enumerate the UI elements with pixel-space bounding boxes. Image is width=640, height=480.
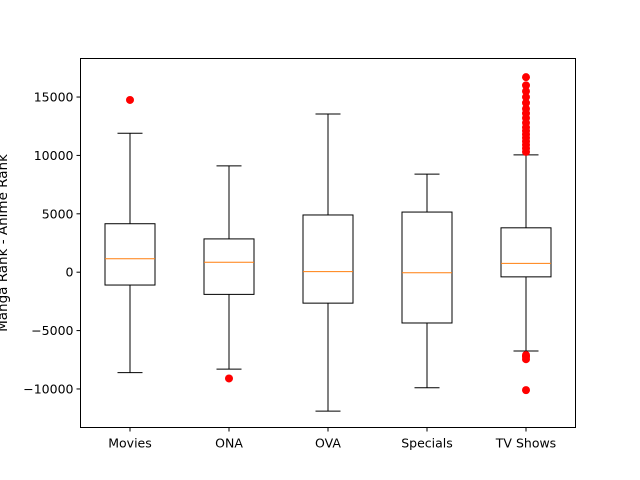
outlier-point	[522, 93, 530, 102]
y-tick-label: −10000	[23, 381, 73, 396]
iqr-box	[302, 214, 354, 304]
box-group-ova	[302, 113, 354, 412]
outlier-point	[522, 81, 530, 90]
box-group-tv-shows	[500, 73, 552, 395]
y-tick-label: −5000	[31, 323, 73, 338]
x-tick-label: Specials	[401, 436, 453, 451]
y-tick-label: 15000	[34, 90, 74, 105]
iqr-box	[401, 211, 453, 324]
x-tick-label: TV Shows	[495, 436, 556, 451]
y-tick-label: 10000	[34, 148, 74, 163]
outlier-point	[522, 98, 530, 107]
x-tick-label: OVA	[315, 436, 341, 451]
box-group-specials	[401, 173, 453, 389]
outlier-point	[522, 87, 530, 96]
outlier-point	[522, 386, 530, 395]
x-tick-label: ONA	[215, 436, 243, 451]
plot-layer	[104, 73, 552, 412]
box-group-movies	[104, 95, 156, 374]
y-tick-label: 5000	[42, 206, 74, 221]
outlier-point	[225, 374, 233, 383]
outlier-point	[522, 355, 530, 364]
iqr-box	[203, 238, 255, 295]
axes-layer: Movies ONA OVA Specials TV Shows −10000 −5000 0…	[23, 90, 556, 451]
y-tick-label: 0	[66, 265, 74, 280]
outlier-point	[126, 95, 134, 104]
y-axis-label: Manga Rank - Anime Rank	[0, 154, 11, 332]
outlier-point	[522, 104, 530, 113]
iqr-box	[500, 227, 552, 278]
outlier-point	[522, 73, 530, 82]
iqr-box	[104, 223, 156, 286]
x-tick-label: Movies	[108, 436, 152, 451]
box-group-ona	[203, 165, 255, 383]
